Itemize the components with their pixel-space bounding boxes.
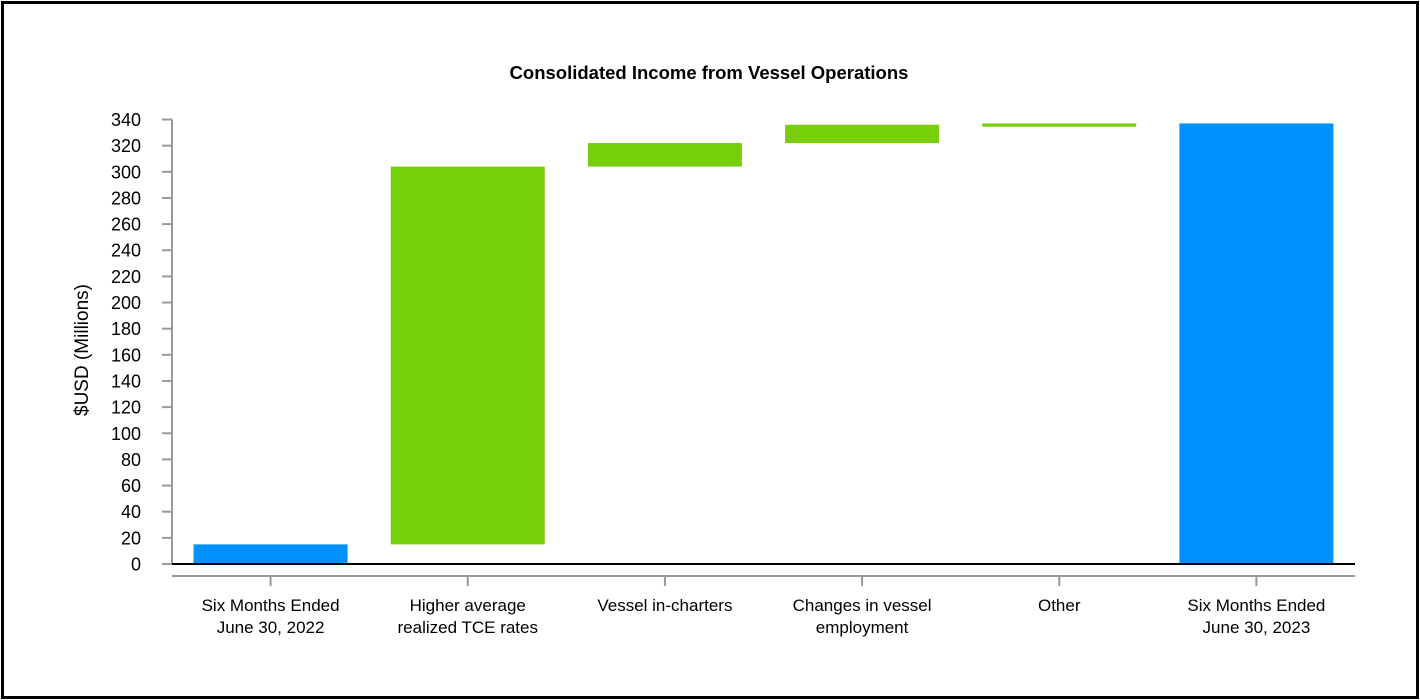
y-tick-label: 80	[121, 450, 141, 470]
x-category-label: Six Months Ended June 30, 2022	[202, 596, 340, 637]
y-tick-label: 20	[121, 528, 141, 548]
y-tick-label: 280	[111, 188, 141, 208]
y-tick-label: 40	[121, 502, 141, 522]
y-tick-label: 220	[111, 267, 141, 287]
y-tick-label: 340	[111, 110, 141, 130]
y-tick-label: 160	[111, 345, 141, 365]
y-tick-label: 100	[111, 424, 141, 444]
y-tick-label: 0	[131, 555, 141, 575]
y-tick-label: 240	[111, 241, 141, 261]
y-tick-label: 320	[111, 136, 141, 156]
y-tick-label: 120	[111, 398, 141, 418]
y-tick-label: 260	[111, 215, 141, 235]
y-tick-label: 140	[111, 371, 141, 391]
x-category-label: Other	[1038, 596, 1081, 615]
y-tick-label: 60	[121, 476, 141, 496]
x-category-label: Higher average realized TCE rates	[398, 596, 538, 637]
y-tick-label: 300	[111, 162, 141, 182]
bar-total	[193, 544, 348, 564]
bar-increase	[390, 166, 545, 545]
x-axis: Six Months Ended June 30, 2022 Higher aver…	[172, 563, 1355, 637]
x-category-label: Six Months Ended June 30, 2023	[1187, 596, 1325, 637]
bar-increase	[587, 143, 742, 167]
y-tick-label: 180	[111, 319, 141, 339]
x-category-label: Changes in vessel employment	[793, 596, 932, 637]
y-axis-label: $USD (Millions)	[72, 284, 93, 416]
chart-title: Consolidated Income from Vessel Operatio…	[510, 62, 909, 83]
x-category-label: Vessel in-charters	[597, 596, 732, 615]
bar-increase	[785, 124, 940, 144]
y-tick-label: 200	[111, 293, 141, 313]
y-axis: 0 20 40 60 80 100 120 140 160 180 200 220 240 260 280 3…	[111, 110, 173, 575]
bar-increase	[982, 123, 1137, 127]
bar-total	[1179, 123, 1334, 564]
bars	[193, 123, 1334, 564]
